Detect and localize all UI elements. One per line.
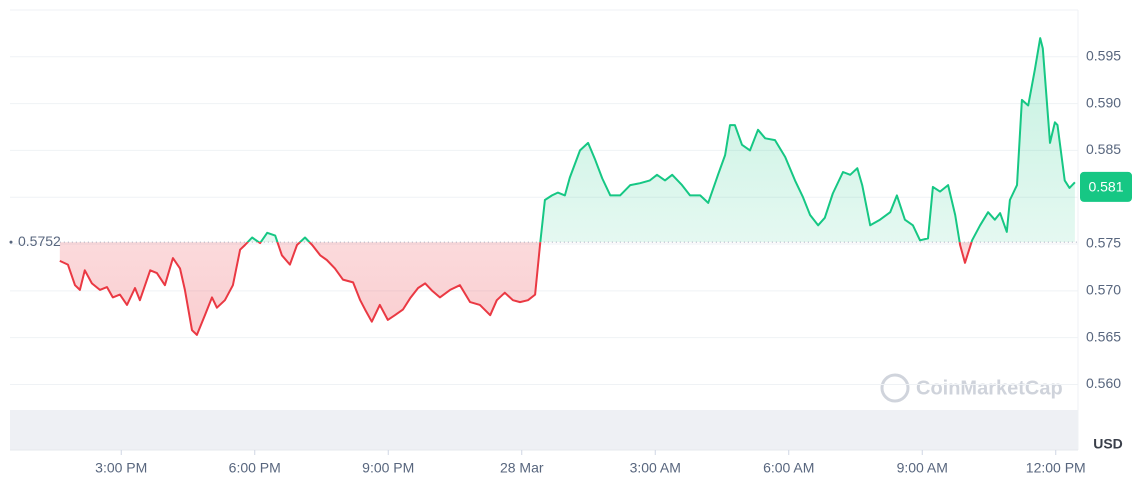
y-tick-label: 0.575 bbox=[1086, 235, 1121, 251]
y-tick-label: 0.560 bbox=[1086, 375, 1121, 391]
y-tick-label: 0.585 bbox=[1086, 141, 1121, 157]
y-tick-label: 0.590 bbox=[1086, 94, 1121, 110]
price-badge-label: 0.581 bbox=[1088, 179, 1123, 195]
x-tick-label: 6:00 AM bbox=[763, 460, 814, 476]
x-tick-label: 9:00 AM bbox=[897, 460, 948, 476]
x-tick-label: 28 Mar bbox=[500, 460, 544, 476]
y-tick-label: 0.595 bbox=[1086, 48, 1121, 64]
price-line-up bbox=[246, 37, 1076, 243]
volume-strip bbox=[10, 410, 1078, 450]
price-badge bbox=[1080, 171, 1132, 202]
x-tick-label: 6:00 PM bbox=[229, 460, 281, 476]
y-tick-label: 0.570 bbox=[1086, 282, 1121, 298]
x-tick-label: 3:00 PM bbox=[95, 460, 147, 476]
area-down bbox=[59, 242, 972, 335]
x-tick-label: 12:00 PM bbox=[1026, 460, 1086, 476]
x-tick-label: 3:00 AM bbox=[630, 460, 681, 476]
baseline-label: 0.5752 bbox=[18, 233, 61, 249]
baseline-dot bbox=[9, 240, 13, 244]
y-axis-label: USD bbox=[1093, 436, 1123, 452]
watermark: CoinMarketCap bbox=[916, 377, 1063, 399]
area-up bbox=[59, 38, 1075, 243]
watermark-logo bbox=[880, 373, 910, 403]
x-tick-label: 9:00 PM bbox=[362, 460, 414, 476]
price-line-down bbox=[59, 242, 973, 336]
y-tick-label: 0.565 bbox=[1086, 328, 1121, 344]
